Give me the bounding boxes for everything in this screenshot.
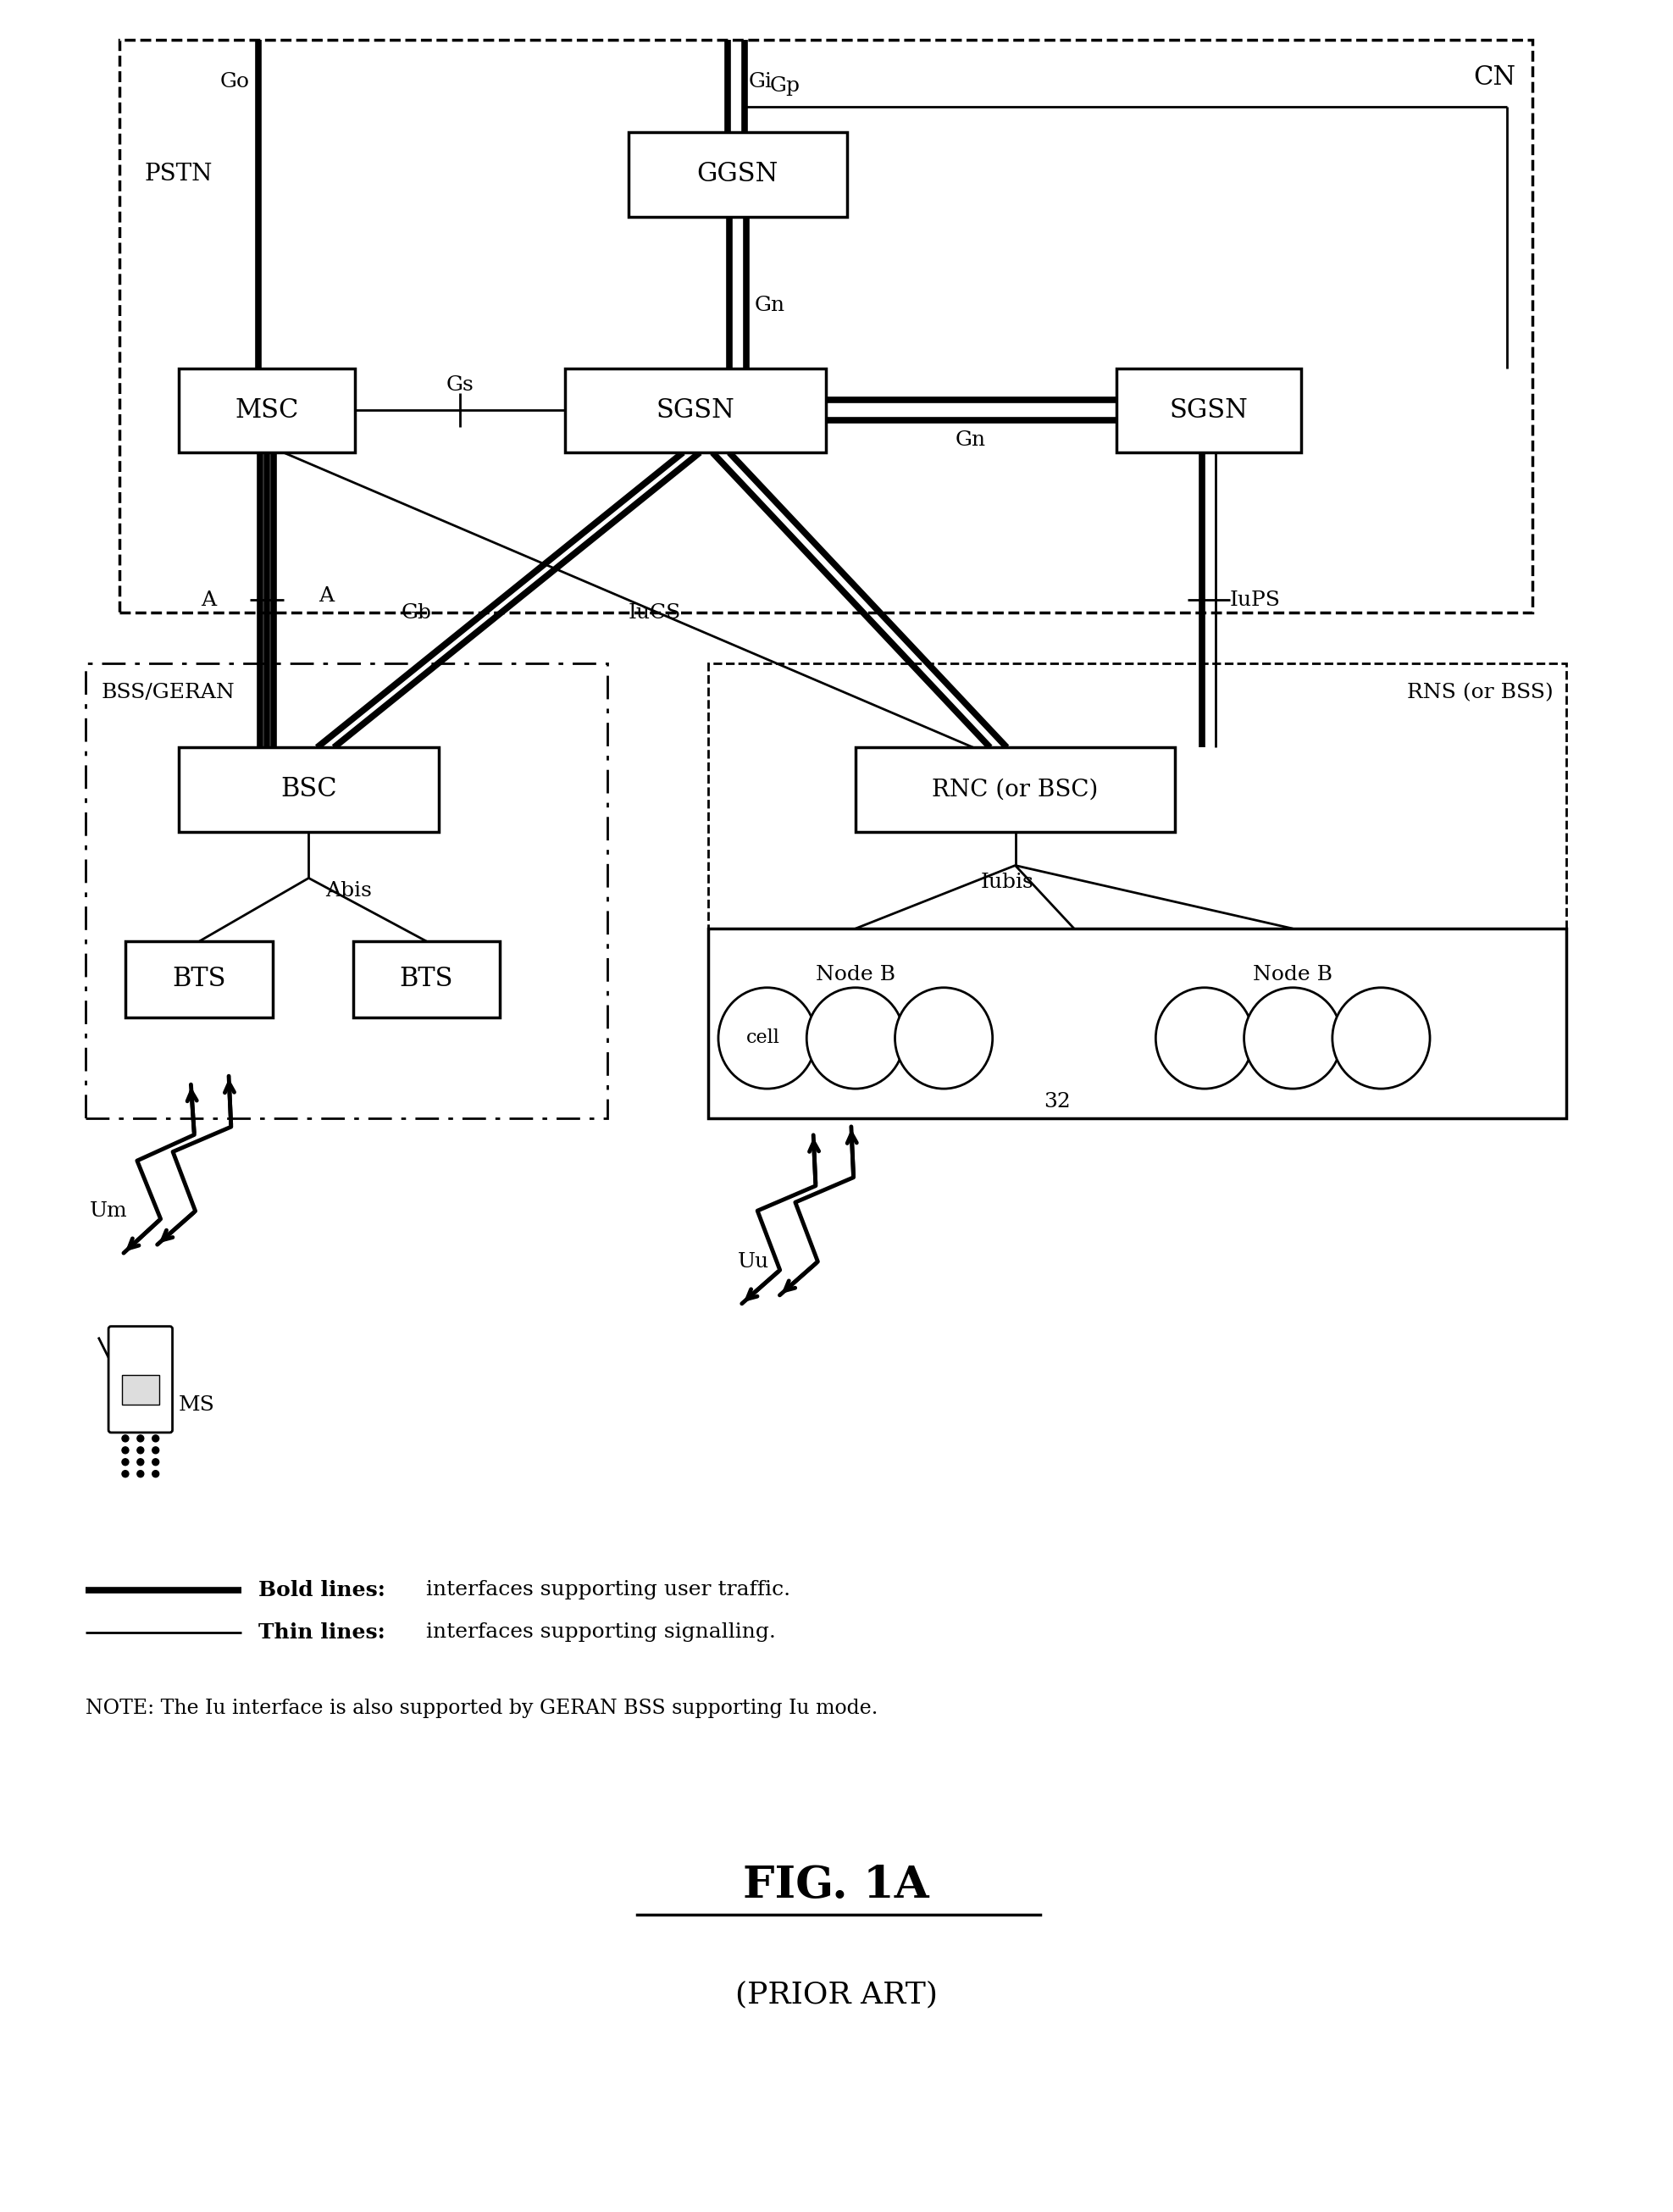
Bar [708,929,1566,1119]
Text: SGSN: SGSN [656,398,734,422]
Text: BSS/GERAN: BSS/GERAN [100,684,234,703]
Bar [85,664,607,1119]
Text: BTS: BTS [172,967,226,993]
Text: 32: 32 [1044,1093,1071,1110]
Circle shape [152,1447,159,1453]
Text: BTS: BTS [400,967,453,993]
Text: A: A [318,586,335,606]
Ellipse shape [895,987,992,1088]
Text: FIG. 1A: FIG. 1A [743,1863,929,1907]
Ellipse shape [1332,987,1430,1088]
Circle shape [152,1471,159,1478]
Text: IuPS: IuPS [1230,591,1280,611]
Text: Uu: Uu [738,1252,770,1272]
Bar [122,1376,159,1405]
Circle shape [152,1458,159,1464]
Text: MS: MS [179,1396,214,1413]
Text: IuCS: IuCS [629,604,681,622]
Text: Gp: Gp [770,75,800,95]
Text: SGSN: SGSN [1169,398,1248,422]
Circle shape [122,1436,129,1442]
Text: interfaces supporting signalling.: interfaces supporting signalling. [427,1624,776,1641]
Bar [708,664,1566,1119]
Ellipse shape [718,987,816,1088]
Text: Gb: Gb [402,604,432,622]
Text: Gs: Gs [447,376,473,394]
Text: Gn: Gn [755,294,785,314]
Bar [1116,367,1302,453]
Circle shape [137,1471,144,1478]
Text: interfaces supporting user traffic.: interfaces supporting user traffic. [427,1579,791,1599]
Bar [119,40,1532,613]
Text: RNS (or BSS): RNS (or BSS) [1407,684,1554,703]
FancyBboxPatch shape [109,1327,172,1433]
Bar [179,367,355,453]
Bar [353,942,500,1018]
Text: Um: Um [90,1201,127,1221]
Ellipse shape [1245,987,1342,1088]
Ellipse shape [1156,987,1253,1088]
Bar [565,367,826,453]
Text: NOTE: The Iu interface is also supported by GERAN BSS supporting Iu mode.: NOTE: The Iu interface is also supported… [85,1699,878,1719]
Text: GGSN: GGSN [698,161,778,188]
Circle shape [122,1447,129,1453]
Text: Gn: Gn [955,429,985,449]
Text: RNC (or BSC): RNC (or BSC) [932,779,1099,801]
Text: A: A [201,591,216,611]
Text: Node B: Node B [1253,964,1333,984]
Circle shape [152,1436,159,1442]
Circle shape [137,1447,144,1453]
Bar [629,133,847,217]
Ellipse shape [806,987,903,1088]
Text: MSC: MSC [234,398,298,422]
Text: CN: CN [1474,64,1516,91]
Text: cell: cell [746,1029,780,1048]
Text: Thin lines:: Thin lines: [258,1621,385,1644]
Text: Gi: Gi [748,73,773,91]
Circle shape [122,1458,129,1464]
Text: (PRIOR ART): (PRIOR ART) [734,1980,937,2008]
Bar [179,748,438,832]
Text: Bold lines:: Bold lines: [258,1579,385,1599]
Bar [855,748,1174,832]
Circle shape [122,1471,129,1478]
Text: BSC: BSC [281,776,336,803]
Text: Node B: Node B [816,964,895,984]
Bar [125,942,273,1018]
Circle shape [137,1458,144,1464]
Text: Abis: Abis [326,880,371,900]
Circle shape [137,1436,144,1442]
Text: Iubis: Iubis [980,872,1034,891]
Text: Go: Go [221,73,249,91]
Text: PSTN: PSTN [144,164,212,186]
